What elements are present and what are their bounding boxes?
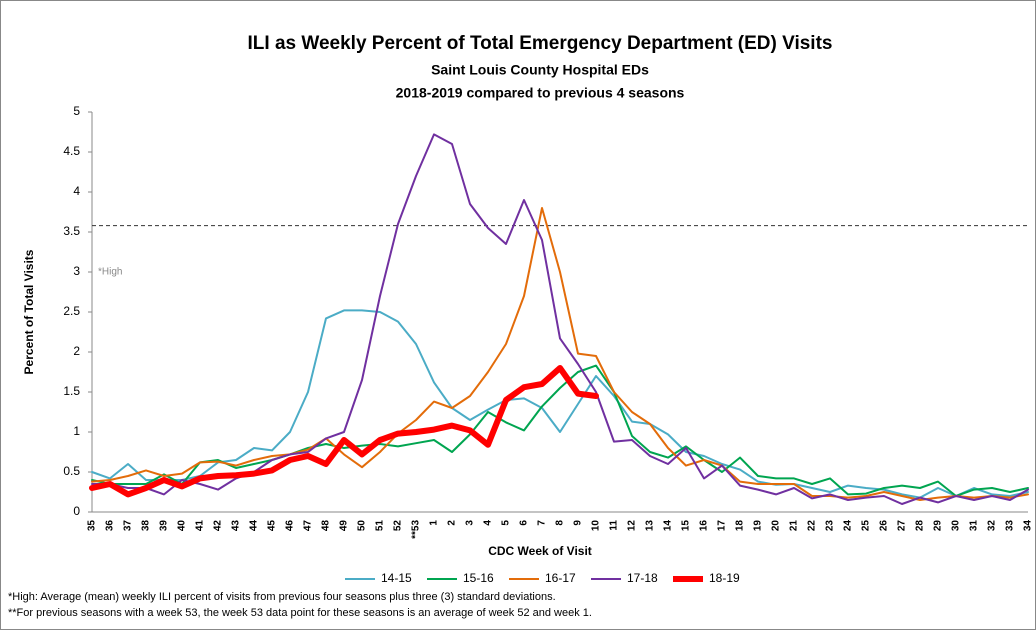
y-axis-label: Percent of Total Visits — [22, 249, 36, 374]
x-tick-label: 41 — [195, 520, 206, 532]
x-tick-label: 19 — [753, 520, 764, 532]
x-tick-label: 31 — [969, 520, 980, 532]
y-tick-label: 0 — [73, 504, 80, 518]
y-tick-label: 4.5 — [63, 144, 80, 158]
x-tick-label: 18 — [735, 520, 746, 532]
y-tick-label: 3.5 — [63, 224, 80, 238]
x-tick-label: 11 — [609, 520, 620, 531]
series-line — [91, 207, 1029, 501]
y-tick-label: 1.5 — [63, 384, 80, 398]
legend-label: 15-16 — [463, 571, 494, 585]
x-tick-label: 26 — [879, 520, 890, 532]
threshold-label: *High — [98, 267, 122, 278]
x-tick-label: 30 — [951, 520, 962, 532]
y-tick-label: 5 — [73, 104, 80, 118]
legend-label: 18-19 — [709, 571, 740, 585]
chart-subtitle: Saint Louis County Hospital EDs — [431, 62, 649, 78]
y-tick-label: 2.5 — [63, 304, 80, 318]
x-tick-label: 24 — [843, 520, 854, 532]
x-tick-label: 10 — [591, 520, 602, 532]
x-tick-label: 40 — [177, 520, 188, 532]
x-tick-label: 34 — [1023, 520, 1034, 532]
x-tick-label: 23 — [825, 520, 836, 532]
x-tick-label: 14 — [663, 520, 674, 532]
legend-label: 17-18 — [627, 571, 658, 585]
x-tick-label: 9 — [573, 520, 584, 526]
y-tick-label: 1 — [73, 424, 80, 438]
x-tick-label: 38 — [141, 520, 152, 532]
footnote: *High: Average (mean) weekly ILI percent… — [8, 591, 556, 603]
x-tick-label: 17 — [717, 520, 728, 532]
x-tick-label: 35 — [87, 520, 98, 532]
series-line — [89, 365, 599, 498]
legend-label: 16-17 — [545, 571, 576, 585]
x-tick-label: 5 — [501, 520, 512, 526]
x-tick-label: 37 — [123, 520, 134, 532]
x-tick-label: 15 — [681, 520, 692, 532]
x-tick-label: 6 — [519, 520, 530, 526]
x-tick-label: 51 — [375, 520, 386, 532]
series-line — [91, 364, 1029, 497]
x-tick-label: 4 — [483, 520, 494, 526]
x-tick-label: 12 — [627, 520, 638, 532]
x-tick-label: 28 — [915, 520, 926, 532]
x-tick-label: 21 — [789, 520, 800, 532]
x-tick-label: 52 — [393, 520, 404, 532]
y-tick-label: 2 — [73, 344, 80, 358]
x-tick-label: 46 — [285, 520, 296, 532]
x-tick-label: 8 — [555, 520, 566, 526]
y-tick-label: 3 — [73, 264, 80, 278]
x-tick-label: 44 — [249, 520, 260, 532]
x-tick-label: 39 — [159, 520, 170, 532]
x-tick-label: 22 — [807, 520, 818, 532]
series-line — [91, 309, 1029, 499]
x-tick-label: 50 — [357, 520, 368, 532]
legend-label: 14-15 — [381, 571, 412, 585]
y-tick-label: 4 — [73, 184, 80, 198]
x-tick-label: 47 — [303, 520, 314, 532]
footnote: **For previous seasons with a week 53, t… — [8, 607, 592, 619]
x-tick-label: 42 — [213, 520, 224, 532]
x-tick-label: 32 — [987, 520, 998, 532]
x-tick-label: 1 — [429, 520, 440, 526]
x-tick-label: 29 — [933, 520, 944, 532]
x-tick-label: 7 — [537, 520, 548, 526]
chart-subtitle: 2018-2019 compared to previous 4 seasons — [396, 85, 685, 101]
x-tick-label: 43 — [231, 520, 242, 532]
x-tick-label: 3 — [465, 520, 476, 526]
x-tick-label: 36 — [105, 520, 116, 532]
x-tick-label: 27 — [897, 520, 908, 532]
x-tick-label: **53 — [411, 520, 422, 539]
x-tick-label: 13 — [645, 520, 656, 532]
x-tick-label: 45 — [267, 520, 278, 532]
x-tick-label: 48 — [321, 520, 332, 532]
y-tick-label: 0.5 — [63, 464, 80, 478]
x-tick-label: 16 — [699, 520, 710, 532]
x-tick-label: 25 — [861, 520, 872, 532]
x-tick-label: 20 — [771, 520, 782, 532]
x-tick-label: 49 — [339, 520, 350, 532]
x-tick-label: 33 — [1005, 520, 1016, 532]
x-axis-label: CDC Week of Visit — [488, 544, 592, 558]
x-tick-label: 2 — [447, 520, 458, 526]
chart-title: ILI as Weekly Percent of Total Emergency… — [248, 33, 833, 54]
